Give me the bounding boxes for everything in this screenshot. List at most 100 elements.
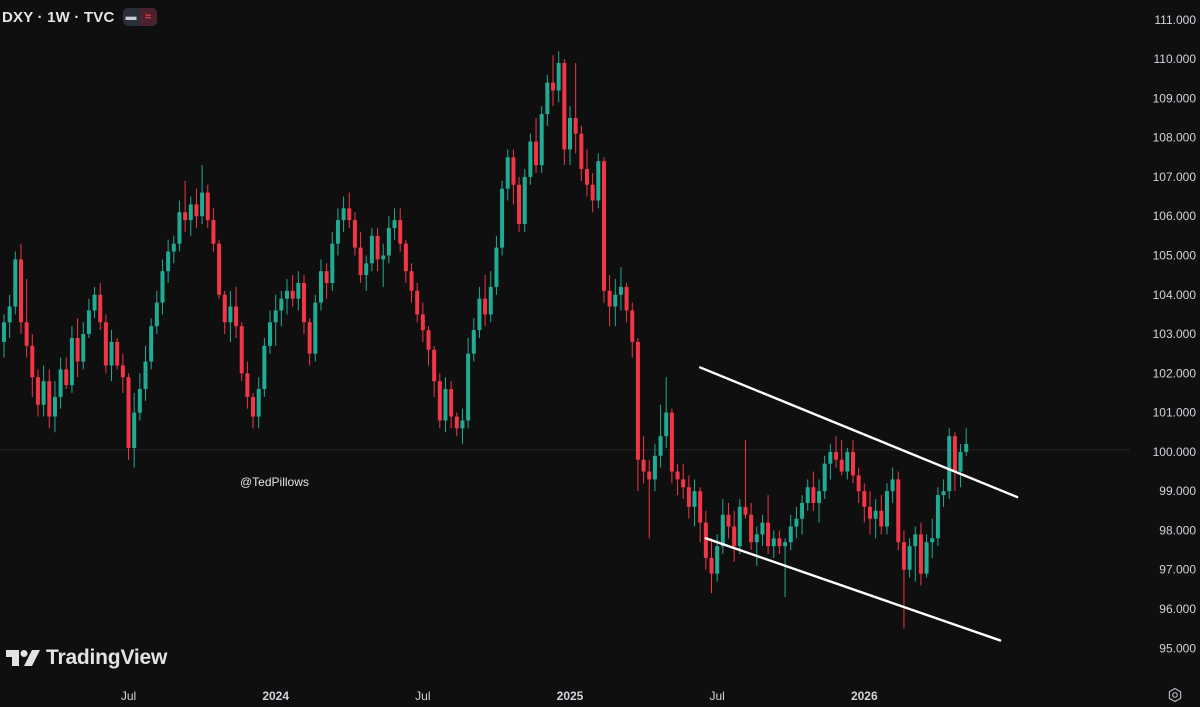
candle-body	[256, 389, 261, 417]
candle	[13, 251, 18, 315]
candle-body	[834, 451, 839, 460]
candle-body	[375, 235, 380, 260]
line-icon[interactable]: ▬	[125, 11, 137, 23]
candle	[551, 55, 556, 107]
price-tick-label: 100.000	[1153, 445, 1197, 459]
candle-body	[24, 322, 29, 346]
candle	[811, 471, 816, 511]
candle	[884, 483, 889, 535]
candle-body	[884, 491, 889, 527]
candle	[635, 337, 640, 492]
candle	[392, 208, 397, 240]
candle-body	[805, 487, 810, 503]
time-tick-label: Jul	[121, 689, 136, 703]
candle	[901, 530, 906, 629]
candle-body	[573, 117, 578, 134]
candle-body	[534, 141, 539, 166]
candle	[24, 279, 29, 358]
candle-body	[251, 396, 256, 417]
trendlines[interactable]	[698, 366, 1019, 642]
candle	[947, 428, 952, 500]
candle	[647, 459, 652, 539]
candle-body	[403, 243, 408, 272]
candle	[681, 463, 686, 500]
candle	[477, 286, 482, 338]
candle-body	[890, 479, 895, 492]
candle-body	[517, 184, 522, 225]
candle	[41, 365, 46, 417]
candle-body	[584, 169, 589, 185]
candle	[251, 392, 256, 429]
candle	[873, 499, 878, 539]
trendline-lower[interactable]	[704, 537, 1002, 642]
candle	[539, 106, 544, 173]
candle	[607, 275, 612, 327]
candle-body	[669, 412, 674, 472]
candle-body	[811, 487, 816, 503]
candle-body	[386, 227, 391, 256]
symbol-title[interactable]: DXY · 1W · TVC	[2, 8, 115, 26]
candle	[579, 125, 584, 181]
candle	[64, 357, 69, 390]
candle-body	[364, 263, 369, 276]
price-axis[interactable]: 111.000 110.000 109.000 108.000 107.000 106.0…	[1153, 13, 1197, 656]
candle-body	[143, 361, 148, 390]
candle-body	[539, 114, 544, 166]
candle-body	[273, 310, 278, 323]
candle	[103, 314, 108, 374]
tradingview-logo-icon	[6, 650, 40, 666]
candle-body	[335, 220, 340, 244]
candle	[381, 243, 386, 287]
candle-body	[358, 247, 363, 276]
indicator-pill[interactable]: ▬ ≈	[122, 8, 157, 26]
price-tick-label: 109.000	[1153, 91, 1197, 105]
candle-body	[30, 345, 35, 378]
candle-body	[641, 459, 646, 472]
candle	[788, 514, 793, 551]
wave-icon[interactable]: ≈	[139, 8, 157, 26]
candle	[822, 455, 827, 500]
watermark-text: @TedPillows	[240, 475, 309, 489]
candle	[505, 149, 510, 201]
candle-body	[873, 510, 878, 519]
candle	[517, 176, 522, 232]
candle	[924, 534, 929, 578]
price-tick-label: 96.000	[1159, 602, 1196, 616]
price-tick-label: 110.000	[1154, 52, 1197, 66]
candle	[268, 310, 273, 354]
settings-gear-icon[interactable]	[1167, 687, 1183, 703]
candle	[669, 408, 674, 484]
candle-body	[296, 282, 301, 299]
candle-body	[596, 161, 601, 201]
candle	[771, 530, 776, 558]
candle	[964, 428, 969, 456]
candle-body	[103, 322, 108, 366]
candle-body	[720, 514, 725, 547]
candle-body	[120, 365, 125, 378]
candle	[285, 279, 289, 315]
candle	[171, 235, 176, 264]
candle	[18, 243, 23, 335]
candle	[856, 467, 861, 503]
candle-body	[488, 286, 493, 315]
candle	[2, 314, 6, 358]
candle-body	[675, 471, 680, 480]
candle	[154, 290, 159, 335]
candle	[211, 208, 216, 252]
tradingview-logo[interactable]: TradingView	[6, 646, 167, 670]
tradingview-logo-text: TradingView	[46, 646, 168, 669]
candle	[686, 475, 691, 519]
candle	[318, 259, 323, 311]
candle	[375, 227, 380, 272]
trendline-upper[interactable]	[698, 366, 1019, 499]
candle-body	[132, 412, 137, 448]
time-axis[interactable]: Jul 2024 Jul 2025 Jul 2026	[121, 689, 878, 703]
candle-body	[477, 298, 482, 331]
candle-body	[86, 310, 91, 335]
candle	[494, 235, 499, 295]
candle-body	[426, 330, 431, 350]
candle	[200, 165, 205, 225]
candle-body	[556, 62, 561, 91]
candle-body	[239, 326, 244, 374]
